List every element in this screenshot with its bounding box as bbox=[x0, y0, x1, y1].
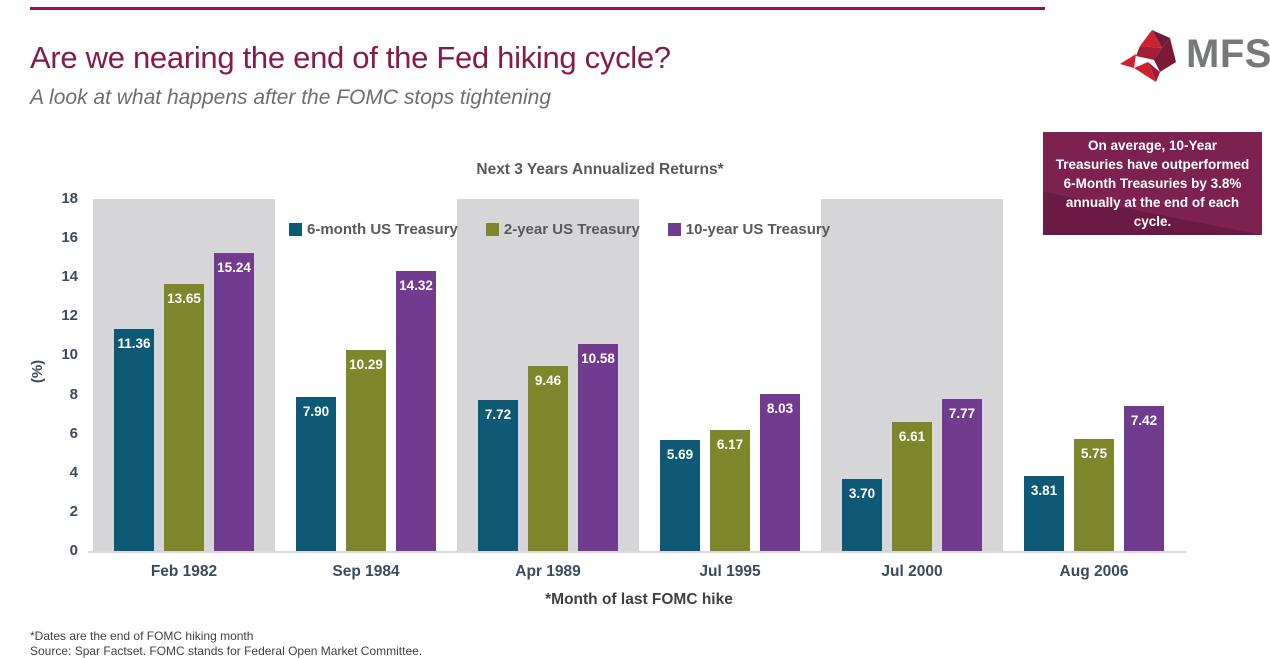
footnote-dates: *Dates are the end of FOMC hiking month bbox=[30, 629, 254, 643]
bar: 13.65 bbox=[164, 284, 204, 551]
bar: 7.77 bbox=[942, 399, 982, 551]
x-tick-label: Aug 2006 bbox=[1059, 563, 1129, 580]
callout-text: On average, 10-Year Treasuries have outp… bbox=[1055, 137, 1250, 230]
bar-value-label: 7.42 bbox=[1130, 413, 1158, 428]
legend-label: 10-year US Treasury bbox=[685, 221, 831, 238]
bar-value-label: 10.29 bbox=[349, 357, 383, 372]
bar: 14.32 bbox=[396, 271, 436, 551]
group-band: 3.81 5.75 7.42 bbox=[1003, 199, 1185, 551]
y-tick-label: 4 bbox=[69, 463, 78, 481]
legend-swatch bbox=[667, 223, 681, 236]
bar-value-label: 14.32 bbox=[399, 278, 433, 293]
mfs-logo-text: MFS® bbox=[1186, 32, 1270, 77]
bar: 10.29 bbox=[346, 350, 386, 551]
legend-item: 10-year US Treasury bbox=[667, 221, 831, 238]
y-tick-label: 0 bbox=[69, 542, 78, 559]
x-axis-line bbox=[88, 551, 1186, 553]
group-band: 3.70 6.61 7.77 bbox=[821, 199, 1003, 551]
x-tick-label: Jul 1995 bbox=[699, 563, 761, 580]
page-title: Are we nearing the end of the Fed hiking… bbox=[30, 40, 671, 75]
callout-box: On average, 10-Year Treasuries have outp… bbox=[1043, 132, 1262, 235]
footnote-source: Source: Spar Factset. FOMC stands for Fe… bbox=[30, 644, 423, 658]
x-tick-label: Jul 2000 bbox=[881, 563, 943, 580]
y-tick-label: 10 bbox=[61, 346, 78, 364]
legend-label: 6-month US Treasury bbox=[307, 221, 458, 238]
mfs-logo: MFS® bbox=[1118, 26, 1270, 86]
group-band: 7.90 10.29 14.32 bbox=[275, 199, 457, 551]
group-band: 7.72 9.46 10.58 bbox=[457, 199, 639, 551]
bar: 7.90 bbox=[296, 397, 336, 551]
bar-value-label: 7.72 bbox=[484, 407, 512, 422]
bar: 5.69 bbox=[660, 440, 700, 551]
y-tick-label: 8 bbox=[69, 385, 78, 403]
bar-value-label: 3.81 bbox=[1030, 483, 1058, 498]
bar: 7.72 bbox=[478, 400, 518, 551]
legend-label: 2-year US Treasury bbox=[503, 221, 640, 238]
bar: 3.81 bbox=[1024, 476, 1064, 551]
bar: 6.17 bbox=[710, 430, 750, 551]
x-tick-label: Apr 1989 bbox=[515, 563, 581, 580]
legend-item: 2-year US Treasury bbox=[485, 221, 640, 238]
group-band: 11.36 13.65 15.24 bbox=[93, 199, 275, 551]
bar-value-label: 6.17 bbox=[716, 437, 744, 452]
x-tick-label: Sep 1984 bbox=[332, 563, 400, 580]
bar-value-label: 7.90 bbox=[302, 404, 330, 419]
y-tick-label: 16 bbox=[61, 229, 78, 247]
bar: 6.61 bbox=[892, 422, 932, 551]
group-band: 5.69 6.17 8.03 bbox=[639, 199, 821, 551]
bar-value-label: 5.69 bbox=[666, 447, 694, 462]
x-tick-label: Feb 1982 bbox=[150, 563, 218, 580]
bar-value-label: 9.46 bbox=[534, 373, 562, 388]
y-tick-label: 6 bbox=[69, 424, 78, 442]
legend-item: 6-month US Treasury bbox=[289, 221, 458, 238]
brand-name: MFS bbox=[1186, 32, 1270, 76]
x-axis-label: *Month of last FOMC hike bbox=[545, 591, 733, 608]
y-tick-label: 18 bbox=[61, 190, 78, 207]
bar: 5.75 bbox=[1074, 439, 1114, 551]
bar-value-label: 5.75 bbox=[1080, 446, 1108, 461]
footnotes: *Dates are the end of FOMC hiking month … bbox=[30, 629, 422, 658]
y-tick-label: 12 bbox=[61, 307, 78, 325]
bar: 15.24 bbox=[214, 253, 254, 551]
legend-swatch bbox=[485, 223, 499, 236]
bar-value-label: 13.65 bbox=[167, 291, 201, 306]
bar-value-label: 3.70 bbox=[848, 486, 876, 501]
bar-value-label: 6.61 bbox=[898, 429, 926, 444]
bar: 10.58 bbox=[578, 344, 618, 551]
y-tick-label: 14 bbox=[61, 268, 78, 286]
bar-value-label: 11.36 bbox=[117, 336, 151, 351]
mfs-logo-mark bbox=[1120, 30, 1176, 82]
legend-swatch bbox=[289, 223, 302, 236]
bar-value-label: 7.77 bbox=[948, 406, 976, 421]
bar: 3.70 bbox=[842, 479, 882, 551]
bar: 9.46 bbox=[528, 366, 568, 551]
legend: 6-month US Treasury 2-year US Treasury 10-… bbox=[289, 221, 830, 238]
top-rule bbox=[30, 7, 1045, 10]
bar-value-label: 10.58 bbox=[581, 351, 615, 366]
bar: 11.36 bbox=[114, 329, 154, 551]
y-tick-label: 2 bbox=[69, 502, 78, 520]
bar: 8.03 bbox=[760, 394, 800, 551]
bar-value-label: 15.24 bbox=[217, 260, 251, 275]
chart-title: Next 3 Years Annualized Returns* bbox=[476, 161, 724, 178]
bar: 7.42 bbox=[1124, 406, 1164, 551]
bar-value-label: 8.03 bbox=[766, 401, 794, 416]
page-subtitle: A look at what happens after the FOMC st… bbox=[30, 86, 552, 109]
